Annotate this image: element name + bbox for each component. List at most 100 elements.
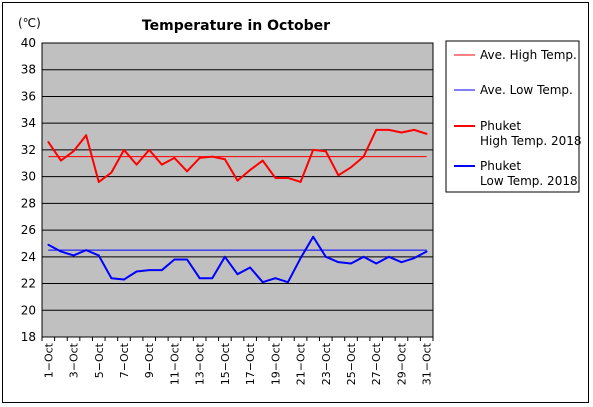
x-tick-label: 29−Oct xyxy=(395,342,408,385)
data-point xyxy=(110,277,113,280)
legend-label: Phuket xyxy=(480,159,521,173)
x-tick-label: 27−Oct xyxy=(370,342,383,385)
legend-label: Low Temp. 2018 xyxy=(480,174,578,188)
data-point xyxy=(400,261,403,264)
x-tick-label: 7−Oct xyxy=(118,342,131,378)
data-point xyxy=(287,281,289,284)
data-point xyxy=(350,262,352,265)
data-point xyxy=(186,258,188,261)
plot-area xyxy=(41,42,434,338)
data-point xyxy=(400,131,403,134)
data-point xyxy=(110,171,113,174)
data-point xyxy=(236,273,239,276)
x-tick-label: 3−Oct xyxy=(68,342,81,378)
data-point xyxy=(198,277,201,280)
data-point xyxy=(160,269,163,272)
data-point xyxy=(173,258,176,261)
x-tick-label: 19−Oct xyxy=(269,342,282,385)
legend-label: Ave. Low Temp. xyxy=(480,83,573,97)
legend: Ave. High Temp.Ave. Low Temp.PhuketHigh … xyxy=(454,48,582,188)
y-tick-label: 38 xyxy=(21,63,36,77)
data-point xyxy=(249,266,252,269)
x-axis-labels: 1−Oct 3−Oct 5−Oct 7−Oct 9−Oct 11−Oct 13−Oct 15−… xyxy=(42,342,433,385)
y-tick-label: 26 xyxy=(21,223,36,237)
y-tick-label: 20 xyxy=(21,303,36,317)
y-tick-label: 30 xyxy=(21,170,36,184)
data-point xyxy=(324,255,327,258)
data-point xyxy=(72,150,75,153)
x-tick-label: 21−Oct xyxy=(295,342,308,385)
data-point xyxy=(350,166,352,169)
data-point xyxy=(160,163,163,166)
data-point xyxy=(312,235,315,238)
y-axis-labels: 40 38 36 34 32 30 28 26 24 22 20 18 xyxy=(21,36,36,344)
data-point xyxy=(97,181,100,183)
data-point xyxy=(299,181,302,183)
data-point xyxy=(60,159,62,162)
legend-label: Ave. High Temp. xyxy=(480,48,577,62)
data-point xyxy=(362,155,365,158)
data-point xyxy=(135,163,138,166)
y-tick-label: 40 xyxy=(21,36,36,50)
x-tick-label: 5−Oct xyxy=(93,342,106,378)
data-point xyxy=(287,177,289,179)
data-point xyxy=(387,128,390,131)
data-point xyxy=(211,155,214,158)
x-axis-ticks xyxy=(41,337,434,341)
data-point xyxy=(337,174,340,177)
chart-title: Temperature in October xyxy=(142,18,330,34)
x-tick-label: 23−Oct xyxy=(320,342,333,385)
data-point xyxy=(223,255,226,258)
data-point xyxy=(211,277,214,280)
x-tick-label: 17−Oct xyxy=(244,342,257,385)
data-point xyxy=(135,270,138,273)
y-tick-label: 34 xyxy=(21,116,36,130)
x-tick-label: 9−Oct xyxy=(143,342,156,378)
data-point xyxy=(173,157,176,159)
data-point xyxy=(387,255,390,258)
data-point xyxy=(47,243,50,246)
data-point xyxy=(274,177,277,179)
data-point xyxy=(97,254,100,257)
y-tick-label: 24 xyxy=(21,250,36,264)
data-point xyxy=(337,261,340,264)
y-tick-label: 28 xyxy=(21,196,36,210)
y-tick-label: 32 xyxy=(21,143,36,157)
x-tick-label: 31−Oct xyxy=(421,342,434,385)
data-point xyxy=(425,132,428,135)
y-tick-label: 22 xyxy=(21,277,36,291)
data-point xyxy=(299,257,302,260)
data-point xyxy=(123,149,125,151)
data-point xyxy=(375,262,378,265)
data-point xyxy=(85,134,88,137)
data-point xyxy=(261,159,264,162)
data-point xyxy=(148,149,151,151)
data-point xyxy=(236,179,239,182)
data-point xyxy=(324,150,327,153)
data-point xyxy=(223,158,226,161)
data-point xyxy=(362,255,365,258)
data-point xyxy=(186,170,188,173)
legend-label: High Temp. 2018 xyxy=(480,134,582,148)
y-unit-label: (℃) xyxy=(18,16,41,30)
data-point xyxy=(60,250,62,253)
data-point xyxy=(47,140,50,143)
data-point xyxy=(249,169,252,171)
data-point xyxy=(312,149,315,151)
x-tick-label: 25−Oct xyxy=(345,342,358,385)
data-point xyxy=(123,278,125,281)
data-point xyxy=(261,281,264,284)
data-point xyxy=(413,128,415,131)
data-point xyxy=(72,254,75,257)
x-tick-label: 11−Oct xyxy=(168,342,181,385)
x-tick-label: 15−Oct xyxy=(219,342,232,385)
x-tick-label: 13−Oct xyxy=(194,342,207,385)
gridlines xyxy=(42,69,433,311)
data-point xyxy=(85,249,88,252)
data-point xyxy=(425,250,428,253)
data-point xyxy=(413,257,415,260)
data-point xyxy=(148,269,151,272)
legend-label: Phuket xyxy=(480,119,521,133)
y-tick-label: 36 xyxy=(21,89,36,103)
